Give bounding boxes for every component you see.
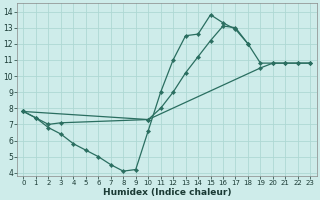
X-axis label: Humidex (Indice chaleur): Humidex (Indice chaleur) <box>103 188 231 197</box>
